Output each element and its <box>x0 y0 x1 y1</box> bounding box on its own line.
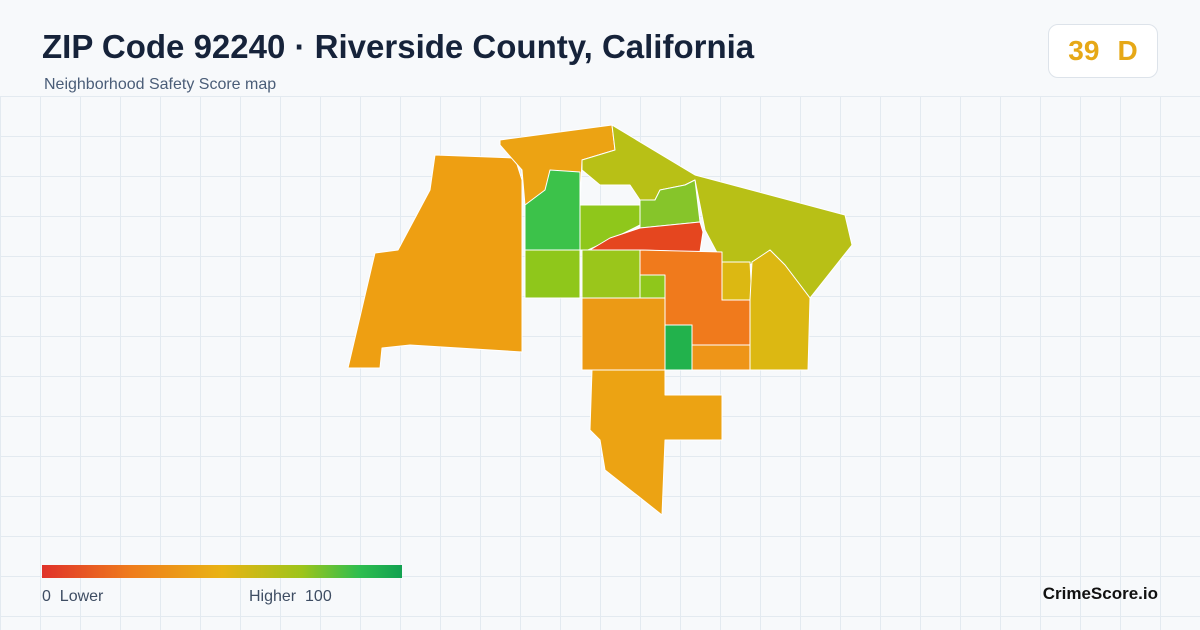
area <box>581 249 641 299</box>
legend-min-label: Lower <box>59 588 104 605</box>
legend-low: 0 Lower <box>42 588 103 606</box>
score-value: 39 <box>1068 35 1100 66</box>
brand: CrimeScore.io <box>1042 584 1158 603</box>
legend-high: Higher 100 <box>249 588 332 606</box>
area <box>749 249 811 371</box>
legend-min-value: 0 <box>42 588 51 605</box>
title: ZIP Code 92240 · Riverside County, Calif… <box>42 28 755 65</box>
area <box>664 324 693 371</box>
legend-gradient <box>42 565 402 578</box>
area <box>721 261 753 301</box>
legend-max-label: Higher <box>249 588 297 605</box>
area <box>639 274 666 299</box>
area <box>581 297 666 371</box>
area <box>691 344 751 371</box>
area <box>347 154 523 369</box>
subtitle: Neighborhood Safety Score map <box>44 76 277 93</box>
legend-max-value: 100 <box>305 588 332 605</box>
score-card: 39 D <box>1048 24 1158 78</box>
area <box>524 249 581 299</box>
score-grade: D <box>1117 35 1138 66</box>
area <box>589 369 723 516</box>
